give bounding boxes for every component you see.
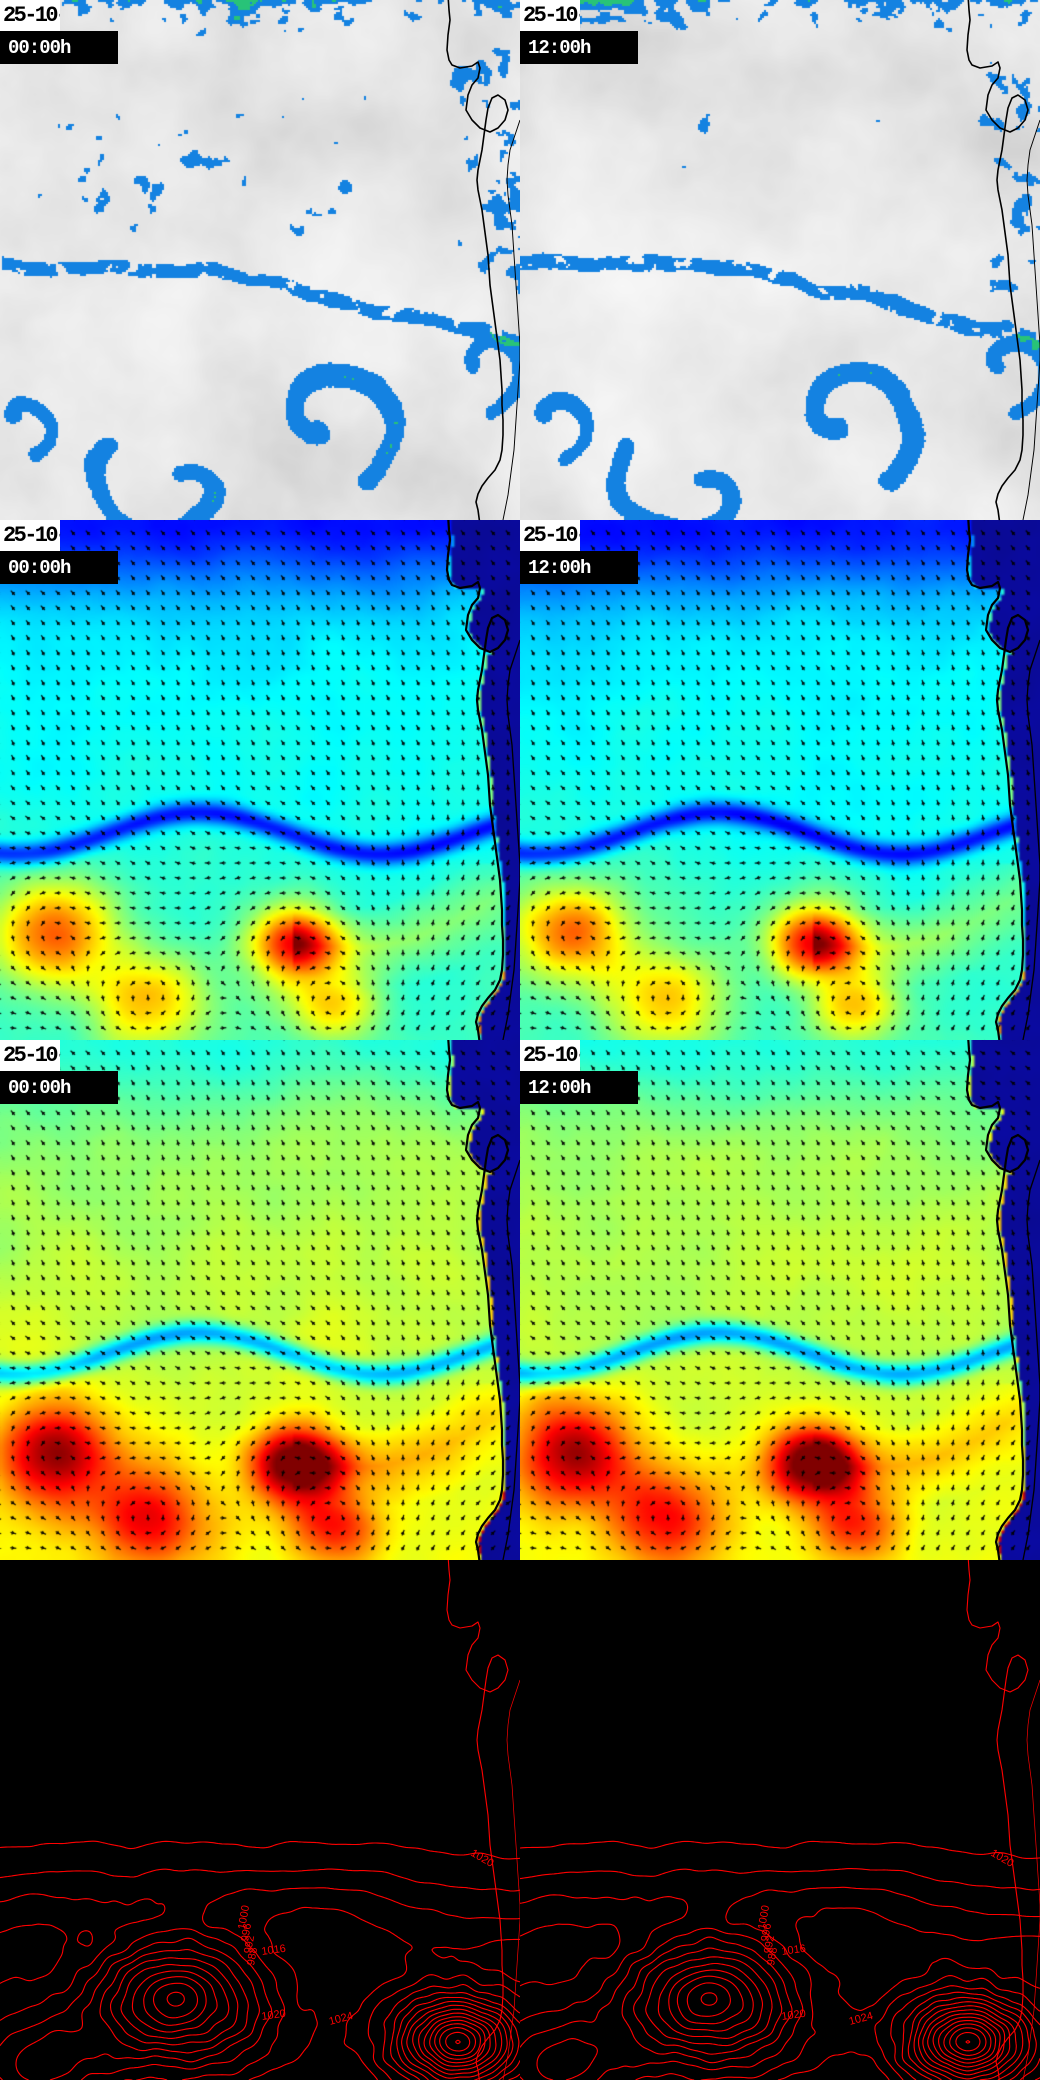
svg-text:988: 988: [245, 1946, 260, 1966]
svg-text:1016: 1016: [781, 1943, 807, 1958]
svg-text:1020: 1020: [261, 2008, 287, 2023]
svg-text:1024: 1024: [848, 2010, 875, 2028]
svg-text:1016: 1016: [261, 1943, 287, 1958]
svg-text:1020: 1020: [469, 1847, 496, 1870]
svg-text:1020: 1020: [989, 1847, 1016, 1870]
svg-text:988: 988: [765, 1946, 780, 1966]
svg-text:1020: 1020: [781, 2008, 807, 2023]
svg-text:1024: 1024: [328, 2010, 355, 2028]
